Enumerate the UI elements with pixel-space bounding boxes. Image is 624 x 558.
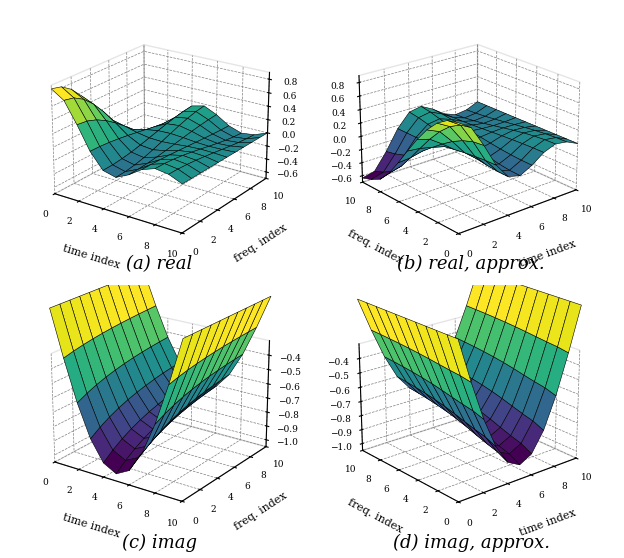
Y-axis label: freq. index: freq. index bbox=[233, 223, 289, 264]
Text: (d) imag, approx.: (d) imag, approx. bbox=[392, 534, 550, 552]
Text: (a) real: (a) real bbox=[126, 256, 192, 273]
X-axis label: time index: time index bbox=[61, 244, 120, 271]
Y-axis label: freq. index: freq. index bbox=[346, 497, 404, 534]
Text: (b) real, approx.: (b) real, approx. bbox=[397, 255, 545, 273]
Y-axis label: freq. index: freq. index bbox=[346, 229, 404, 266]
X-axis label: time index: time index bbox=[518, 507, 577, 537]
X-axis label: time index: time index bbox=[61, 512, 120, 539]
Text: (c) imag: (c) imag bbox=[122, 534, 197, 552]
X-axis label: time index: time index bbox=[518, 239, 577, 269]
Y-axis label: freq. index: freq. index bbox=[233, 491, 289, 532]
